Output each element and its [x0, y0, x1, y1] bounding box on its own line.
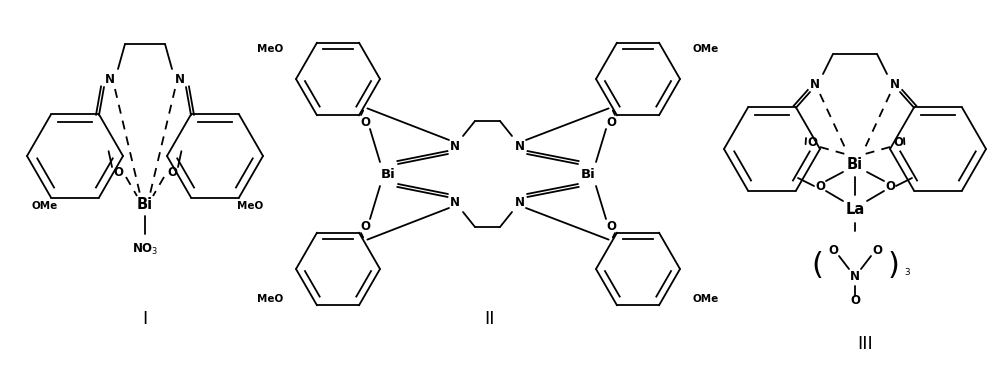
Text: Bi: Bi [847, 156, 863, 172]
Text: La: La [845, 202, 865, 217]
Text: N: N [515, 140, 525, 153]
Text: N: N [450, 140, 460, 153]
Text: OMe: OMe [32, 201, 58, 211]
Text: O: O [360, 116, 370, 129]
Text: (: ( [811, 251, 823, 280]
Text: MeO: MeO [237, 201, 263, 211]
Text: NO$_3$: NO$_3$ [132, 242, 158, 257]
Text: O: O [360, 220, 370, 233]
Text: O: O [893, 135, 903, 148]
Text: N: N [175, 73, 185, 86]
Text: O: O [807, 135, 817, 148]
Text: O: O [828, 245, 838, 258]
Text: N: N [515, 196, 525, 208]
Text: Bi: Bi [581, 168, 595, 181]
Text: N: N [850, 270, 860, 282]
Text: Bi: Bi [137, 196, 153, 212]
Text: O: O [606, 116, 616, 129]
Text: II: II [485, 310, 495, 328]
Text: O: O [113, 166, 123, 178]
Text: O: O [850, 294, 860, 307]
Text: O: O [815, 180, 825, 193]
Text: N: N [890, 77, 900, 91]
Text: N: N [810, 77, 820, 91]
Text: I: I [142, 310, 148, 328]
Text: O: O [606, 220, 616, 233]
Text: ): ) [887, 251, 899, 280]
Text: Bi: Bi [381, 168, 395, 181]
Text: O: O [885, 180, 895, 193]
Text: III: III [857, 335, 873, 353]
Text: MeO: MeO [257, 294, 283, 304]
Text: OMe: OMe [693, 294, 719, 304]
Text: N: N [105, 73, 115, 86]
Text: MeO: MeO [257, 44, 283, 54]
Text: N: N [450, 196, 460, 208]
Text: $_3$: $_3$ [904, 264, 910, 278]
Text: OMe: OMe [693, 44, 719, 54]
Text: O: O [167, 166, 177, 178]
Text: O: O [872, 245, 882, 258]
